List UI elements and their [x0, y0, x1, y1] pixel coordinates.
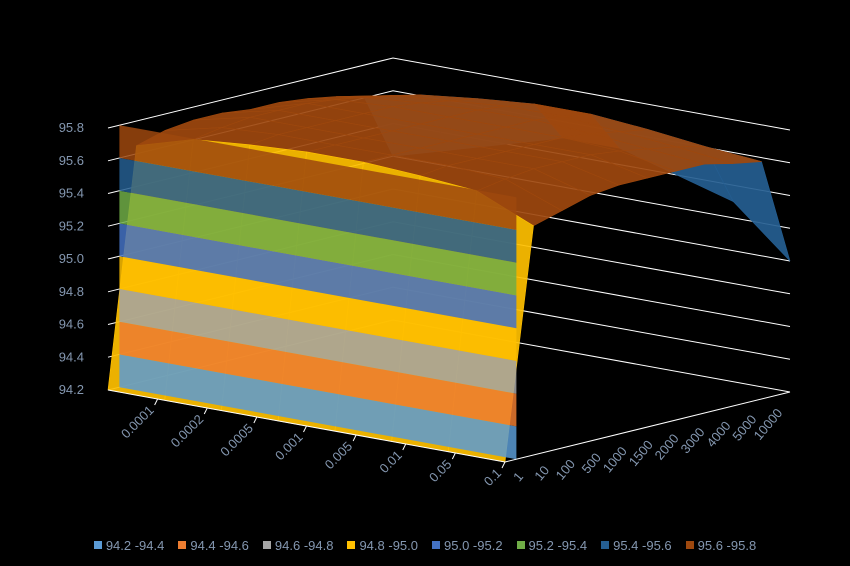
x-tick-mark [203, 407, 208, 415]
surface-band [119, 321, 517, 427]
gridline [107, 57, 791, 131]
surface-band [119, 223, 517, 329]
x-tick-mark [303, 425, 307, 433]
legend: 94.2 -94.4 94.4 -94.6 94.6 -94.8 94.8 -95.0… [0, 535, 850, 555]
legend-item: 94.6 -94.8 [262, 537, 334, 553]
x-tick-label: 0.1 [481, 466, 504, 489]
surface-plot [107, 94, 791, 463]
x-tick-mark [402, 443, 407, 451]
legend-label: 95.6 -95.8 [697, 537, 757, 553]
legend-swatch [178, 541, 187, 549]
surface-band [119, 256, 517, 361]
legend-label: 94.2 -94.4 [105, 537, 165, 553]
legend-label: 94.6 -94.8 [274, 537, 334, 553]
z-axis-tick-labels: 94.2 94.4 94.6 94.8 95.0 95.2 95.4 95.6 95.8 [59, 120, 84, 397]
legend-item: 95.6 -95.8 [685, 537, 757, 553]
x-tick-mark [154, 398, 159, 406]
y-axis-line [504, 391, 791, 463]
legend-swatch [432, 541, 440, 549]
surface-band [119, 157, 517, 263]
x-tick-mark [352, 434, 357, 442]
legend-swatch [262, 541, 271, 549]
z-tick-label: 94.6 [59, 317, 84, 332]
x-tick-label: 0.0005 [217, 421, 256, 460]
legend-item: 95.4 -95.6 [601, 538, 672, 553]
legend-item: 94.8 -95.0 [347, 538, 418, 553]
y-tick-label: 1 [510, 469, 526, 484]
legend-label: 94.8 -95.0 [359, 537, 418, 553]
x-tick-mark [451, 452, 456, 460]
x-tick-label: 0.01 [376, 448, 405, 477]
axis-lines [107, 389, 791, 469]
legend-label: 95.0 -95.2 [444, 537, 503, 553]
legend-swatch [685, 541, 694, 549]
z-tick-label: 94.2 [59, 382, 84, 397]
surface-band [119, 125, 517, 230]
z-tick-label: 94.4 [59, 349, 84, 364]
surface-band [119, 288, 517, 394]
legend-swatch [93, 541, 102, 549]
legend-swatch [601, 541, 610, 549]
z-tick-label: 94.8 [59, 284, 84, 299]
z-tick-label: 95.8 [59, 120, 84, 135]
legend-label: 95.2 -95.4 [528, 537, 588, 553]
legend-item: 95.0 -95.2 [432, 538, 503, 553]
z-tick-label: 95.2 [59, 218, 84, 233]
x-tick-mark [501, 461, 506, 469]
surface-band [119, 190, 517, 296]
surface-band [119, 354, 517, 460]
y-tick-label: 100 [553, 456, 578, 482]
legend-item: 94.4 -94.6 [178, 538, 249, 553]
legend-item: 94.2 -94.4 [93, 537, 165, 553]
legend-label: 95.4 -95.6 [613, 537, 672, 553]
legend-swatch [516, 541, 525, 549]
y-tick-label: 500 [579, 450, 604, 476]
z-tick-label: 95.4 [59, 186, 84, 201]
x-tick-label: 0.001 [272, 430, 306, 464]
z-tick-label: 95.0 [59, 251, 84, 266]
z-tick-label: 95.6 [59, 153, 84, 168]
x-tick-label: 0.0002 [168, 412, 207, 451]
x-tick-label: 0.0001 [118, 403, 157, 442]
x-tick-label: 0.05 [426, 457, 455, 486]
y-tick-label: 10 [531, 463, 552, 484]
legend-item: 95.2 -95.4 [516, 537, 588, 553]
legend-label: 94.4 -94.6 [190, 537, 249, 553]
legend-swatch [347, 541, 356, 549]
x-tick-label: 0.005 [322, 439, 356, 473]
x-tick-mark [253, 416, 258, 424]
